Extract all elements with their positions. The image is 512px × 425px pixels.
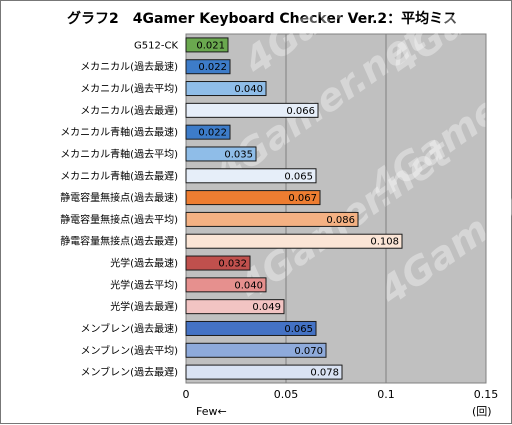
data-label: 0.035 — [224, 149, 253, 160]
category-label: 静電容量無接点(過去最速) — [60, 191, 178, 204]
bar — [185, 146, 257, 162]
data-label: 0.108 — [370, 237, 399, 248]
data-label: 0.032 — [218, 259, 247, 270]
category-label: 光学(過去最速) — [110, 257, 178, 270]
data-label: 0.049 — [252, 302, 281, 313]
data-label: 0.067 — [288, 193, 317, 204]
category-label: 静電容量無接点(過去平均) — [60, 213, 178, 226]
category-label: メンブレン(過去最遅) — [80, 366, 178, 379]
data-label: 0.022 — [198, 128, 227, 139]
category-label: メンブレン(過去平均) — [80, 344, 178, 357]
data-label: 0.070 — [294, 346, 323, 357]
category-label: メカニカル(過去最遅) — [80, 105, 178, 117]
category-label: メカニカル青軸(過去平均) — [60, 147, 178, 160]
data-label: 0.065 — [284, 171, 313, 182]
bar — [185, 255, 251, 271]
data-label: 0.022 — [198, 62, 227, 73]
bar — [185, 299, 285, 315]
data-label: 0.086 — [326, 215, 355, 226]
category-label: メカニカル(過去平均) — [80, 83, 178, 95]
bar — [185, 233, 403, 249]
bar — [185, 168, 317, 184]
direction-note: Few← — [196, 405, 227, 418]
data-label: 0.021 — [196, 40, 225, 51]
bar — [185, 277, 267, 293]
category-label: 光学(過去平均) — [110, 278, 178, 291]
category-label: G512-CK — [134, 40, 178, 51]
category-label: メカニカル(過去最速) — [80, 61, 178, 73]
category-label: 静電容量無接点(過去最遅) — [60, 235, 178, 248]
data-label: 0.066 — [286, 106, 315, 117]
category-label: メカニカル青軸(過去最速) — [60, 126, 178, 139]
bar — [185, 190, 321, 206]
data-label: 0.078 — [310, 368, 339, 379]
bar — [185, 124, 231, 140]
bar — [185, 364, 343, 380]
data-label: 0.065 — [284, 324, 313, 335]
x-tick-label: 0.05 — [274, 388, 299, 401]
category-labels: G512-CK メカニカル(過去最速) メカニカル(過去平均) メカニカル(過去最遅)… — [60, 40, 178, 378]
x-axis: 0 0.05 0.1 0.15 — [183, 388, 499, 401]
x-tick-label: 0.15 — [474, 388, 499, 401]
bar — [185, 37, 229, 53]
bar — [185, 102, 319, 118]
plot-area: 4Gamer.net4Gamer.net4Gamer.net4Gamer.net… — [185, 1, 512, 384]
category-label: メカニカル青軸(過去最遅) — [60, 169, 178, 182]
chart-title: グラフ2 4Gamer Keyboard Checker Ver.2：平均ミス — [67, 10, 457, 27]
x-tick-label: 0 — [183, 388, 190, 401]
bar — [185, 81, 267, 97]
bar — [185, 320, 317, 336]
category-label: 光学(過去最遅) — [110, 300, 178, 313]
bar — [185, 211, 359, 227]
bar — [185, 342, 327, 358]
category-label: メンブレン(過去最速) — [80, 322, 178, 335]
x-tick-label: 0.1 — [377, 388, 395, 401]
data-label: 0.040 — [234, 280, 263, 291]
bar — [185, 59, 231, 75]
x-axis-unit-label: (回) — [472, 405, 492, 418]
data-label: 0.040 — [234, 84, 263, 95]
